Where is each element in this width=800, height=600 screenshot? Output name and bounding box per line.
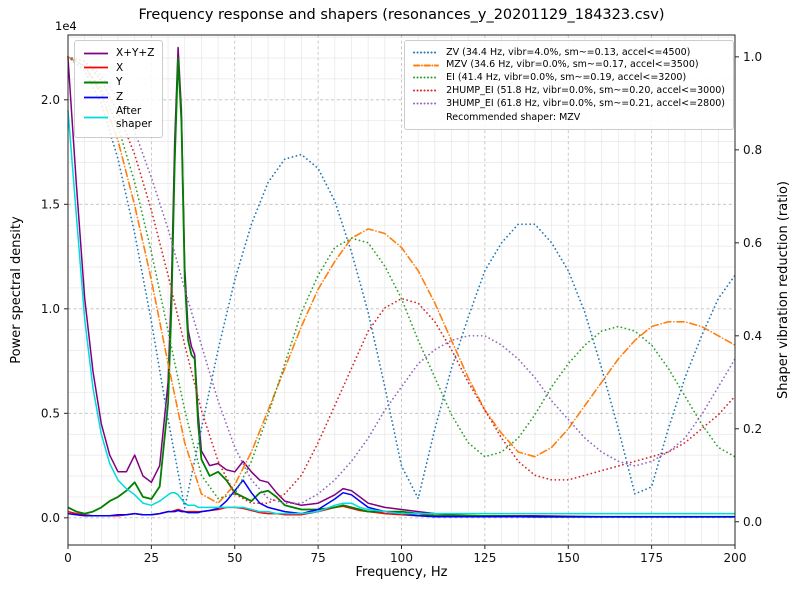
- x-tick-label: 125: [473, 551, 496, 565]
- shaper-legend: ZV (34.4 Hz, vibr=4.0%, sm~=0.13, accel<…: [404, 40, 734, 131]
- legend-item: 2HUMP_EI (51.8 Hz, vibr=0.0%, sm~=0.20, …: [413, 85, 725, 96]
- x-tick-label: 150: [557, 551, 580, 565]
- legend-item-label: Y: [116, 76, 123, 89]
- x-tick-label: 175: [640, 551, 663, 565]
- legend-item: 3HUMP_EI (61.8 Hz, vibr=0.0%, sm~=0.21, …: [413, 98, 725, 109]
- legend-item-label: ZV (34.4 Hz, vibr=4.0%, sm~=0.13, accel<…: [446, 46, 691, 58]
- recommended-shaper-note: Recommended shaper: MZV: [446, 112, 581, 124]
- axis-ticks: 0 25 50 75 100 125 150 175 200 0.0 0.5 1.0 1.5 2.0 0.0…: [41, 50, 762, 565]
- y-left-tick-label: 1.5: [41, 197, 60, 211]
- y-right-tick-label: 0.0: [743, 515, 762, 529]
- legend-item: ZV (34.4 Hz, vibr=4.0%, sm~=0.13, accel<…: [413, 47, 725, 58]
- legend-item: MZV (34.6 Hz, vibr=0.0%, sm~=0.17, accel…: [413, 59, 725, 70]
- x-tick-label: 100: [390, 551, 413, 565]
- legend-item-label: 3HUMP_EI (61.8 Hz, vibr=0.0%, sm~=0.21, …: [446, 98, 725, 110]
- x-tick-label: 50: [227, 551, 242, 565]
- legend-line-sample: [413, 76, 440, 79]
- legend-item: EI (41.4 Hz, vibr=0.0%, sm~=0.19, accel<…: [413, 72, 725, 83]
- legend-item-label: MZV (34.6 Hz, vibr=0.0%, sm~=0.17, accel…: [446, 59, 699, 71]
- legend-item: Z: [83, 91, 154, 104]
- legend-item: X+Y+Z: [83, 47, 154, 60]
- shaper-legend-rows: ZV (34.4 Hz, vibr=4.0%, sm~=0.13, accel<…: [413, 47, 725, 110]
- y-axis-label-left: Power spectral density: [9, 216, 24, 364]
- y-right-tick-label: 0.8: [743, 143, 762, 157]
- x-tick-label: 25: [144, 551, 159, 565]
- legend-item: Y: [83, 76, 154, 89]
- x-tick-label: 200: [724, 551, 747, 565]
- legend-item-label: After shaper: [116, 105, 153, 130]
- y-left-tick-label: 1.0: [41, 302, 60, 316]
- x-tick-label: 0: [64, 551, 72, 565]
- x-tick-label: 75: [310, 551, 325, 565]
- legend-item-label: EI (41.4 Hz, vibr=0.0%, sm~=0.19, accel<…: [446, 72, 687, 84]
- legend-item-label: 2HUMP_EI (51.8 Hz, vibr=0.0%, sm~=0.20, …: [446, 85, 725, 97]
- legend-item-label: X: [116, 61, 124, 74]
- legend-line-sample: [413, 64, 440, 67]
- series-ZV: [67, 56, 736, 509]
- series-After-shaper: [67, 110, 735, 515]
- legend-line-sample: [84, 81, 108, 84]
- x-axis-label: Frequency, Hz: [355, 565, 448, 580]
- y-axis-offset-text: 1e4: [55, 19, 77, 33]
- legend-line-sample: [413, 51, 440, 54]
- psd-legend-rows: X+Y+Z X Y Z After shaper: [83, 47, 154, 131]
- y-axis-label-right: Shaper vibration reduction (ratio): [776, 181, 791, 399]
- legend-line-sample: [413, 102, 440, 105]
- legend-item: After shaper: [83, 105, 154, 130]
- legend-line-sample: [84, 66, 108, 69]
- chart-title: Frequency response and shapers (resonanc…: [138, 7, 665, 23]
- series-MZV: [67, 56, 736, 504]
- legend-line-sample: [84, 96, 108, 98]
- y-right-tick-label: 1.0: [743, 50, 762, 64]
- y-left-tick-label: 0.5: [41, 406, 60, 420]
- legend-item-label: X+Y+Z: [116, 47, 155, 59]
- y-left-tick-label: 0.0: [41, 511, 60, 525]
- psd-legend: X+Y+Z X Y Z After shaper: [74, 40, 164, 138]
- series: [67, 46, 736, 518]
- legend-line-sample: [413, 89, 440, 92]
- y-right-tick-label: 0.6: [743, 236, 762, 250]
- legend-line-sample: [84, 117, 108, 119]
- series-X+Y+Z: [67, 46, 735, 518]
- legend-item-label: Z: [116, 90, 124, 103]
- legend-item: X: [83, 62, 154, 75]
- y-left-tick-label: 2.0: [41, 93, 60, 107]
- y-right-tick-label: 0.2: [743, 422, 762, 436]
- series-EI: [67, 56, 736, 500]
- legend-line-sample: [84, 52, 108, 55]
- y-right-tick-label: 0.4: [743, 329, 762, 343]
